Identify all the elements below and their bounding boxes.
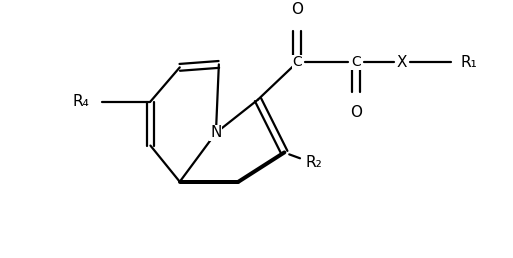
Text: R₄: R₄: [72, 94, 89, 109]
Text: R₂: R₂: [306, 155, 323, 170]
Text: C: C: [351, 55, 361, 69]
Text: O: O: [350, 106, 362, 120]
Text: R₁: R₁: [460, 55, 477, 70]
Text: X: X: [397, 55, 407, 70]
Text: N: N: [210, 125, 222, 140]
Text: O: O: [291, 3, 303, 18]
Text: C: C: [292, 55, 302, 69]
